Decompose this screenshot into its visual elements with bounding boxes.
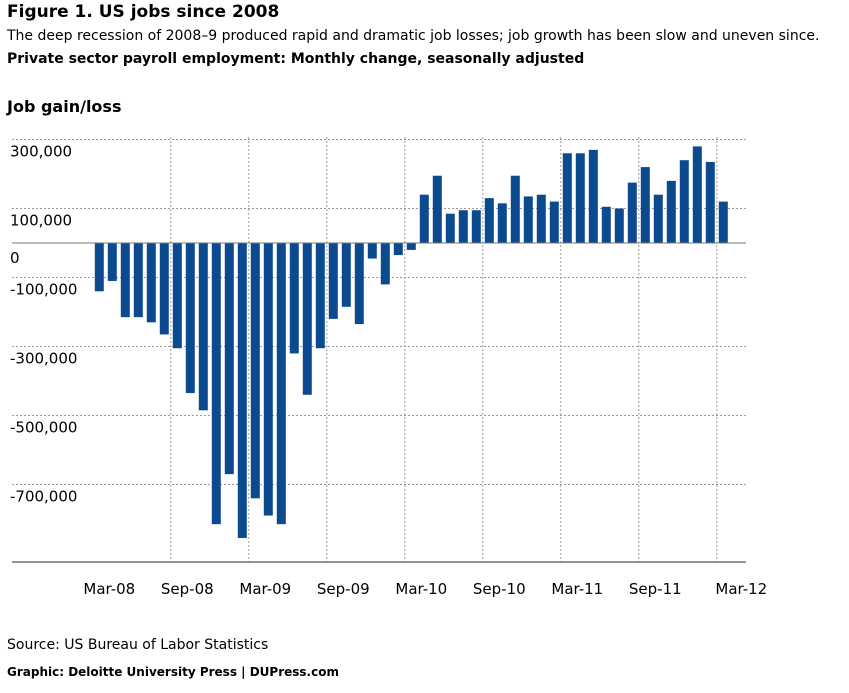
bar (575, 153, 585, 243)
y-axis-title: Job gain/loss (7, 97, 122, 116)
x-tick-label: Mar-12 (715, 580, 767, 598)
y-tick-label: 300,000 (10, 143, 72, 161)
gridlines (12, 137, 746, 562)
bar (328, 243, 338, 319)
bar (146, 243, 156, 323)
bar (497, 203, 507, 243)
bar (120, 243, 130, 318)
y-tick-label: 0 (10, 249, 20, 267)
bar (237, 243, 247, 538)
bar (666, 180, 676, 243)
y-tick-label: -100,000 (10, 281, 77, 299)
bar (705, 161, 715, 243)
axes (12, 242, 746, 563)
bar (393, 243, 403, 256)
bar (406, 243, 416, 250)
bar (458, 210, 468, 243)
bar (549, 201, 559, 243)
bar (289, 243, 299, 354)
bar (341, 243, 351, 307)
bar (94, 243, 104, 292)
y-tick-label: 100,000 (10, 212, 72, 230)
x-tick-label: Sep-08 (161, 580, 214, 598)
bar (354, 243, 364, 325)
chart-description: Private sector payroll employment: Month… (7, 51, 585, 67)
bar (263, 243, 273, 516)
bar (445, 213, 455, 243)
bar (627, 182, 637, 243)
bar (523, 196, 533, 243)
x-tick-label: Mar-11 (551, 580, 603, 598)
x-tick-label: Sep-09 (317, 580, 370, 598)
source-note: Source: US Bureau of Labor Statistics (7, 637, 269, 653)
bar (419, 194, 429, 243)
bar (172, 243, 182, 349)
y-tick-label: -500,000 (10, 419, 77, 437)
bar (536, 194, 546, 243)
bar (315, 243, 325, 349)
y-tick-label: -700,000 (10, 488, 77, 506)
bar (510, 175, 520, 243)
bar (107, 243, 117, 281)
bar (185, 243, 195, 394)
bar (380, 243, 390, 285)
bar (692, 146, 702, 243)
bar (133, 243, 143, 318)
bar (718, 201, 728, 243)
x-tick-label: Mar-08 (83, 580, 135, 598)
bar (302, 243, 312, 395)
bar (588, 149, 598, 243)
bar (614, 208, 624, 243)
bar (224, 243, 234, 475)
tick-labels: 300,000 100,000 0 -100,000 -300,000 -500,000 -… (10, 143, 767, 599)
bar (471, 210, 481, 243)
bar (250, 243, 260, 499)
bar (159, 243, 169, 335)
bar (601, 206, 611, 243)
bar (640, 167, 650, 243)
bar (432, 175, 442, 243)
bar (276, 243, 286, 525)
bar (367, 243, 377, 259)
chart-subtitle: The deep recession of 2008–9 produced ra… (7, 28, 820, 44)
chart-title: Figure 1. US jobs since 2008 (7, 2, 280, 22)
x-tick-label: Mar-10 (395, 580, 447, 598)
bars (94, 146, 728, 538)
bar (562, 153, 572, 243)
x-tick-label: Mar-09 (239, 580, 291, 598)
bar (653, 194, 663, 243)
graphic-credit: Graphic: Deloitte University Press | DUP… (7, 665, 339, 679)
x-tick-label: Sep-11 (629, 580, 682, 598)
bar (484, 198, 494, 243)
y-tick-label: -300,000 (10, 350, 77, 368)
x-tick-label: Sep-10 (473, 580, 526, 598)
bar (198, 243, 208, 411)
bar (679, 160, 689, 243)
bar (211, 243, 221, 525)
